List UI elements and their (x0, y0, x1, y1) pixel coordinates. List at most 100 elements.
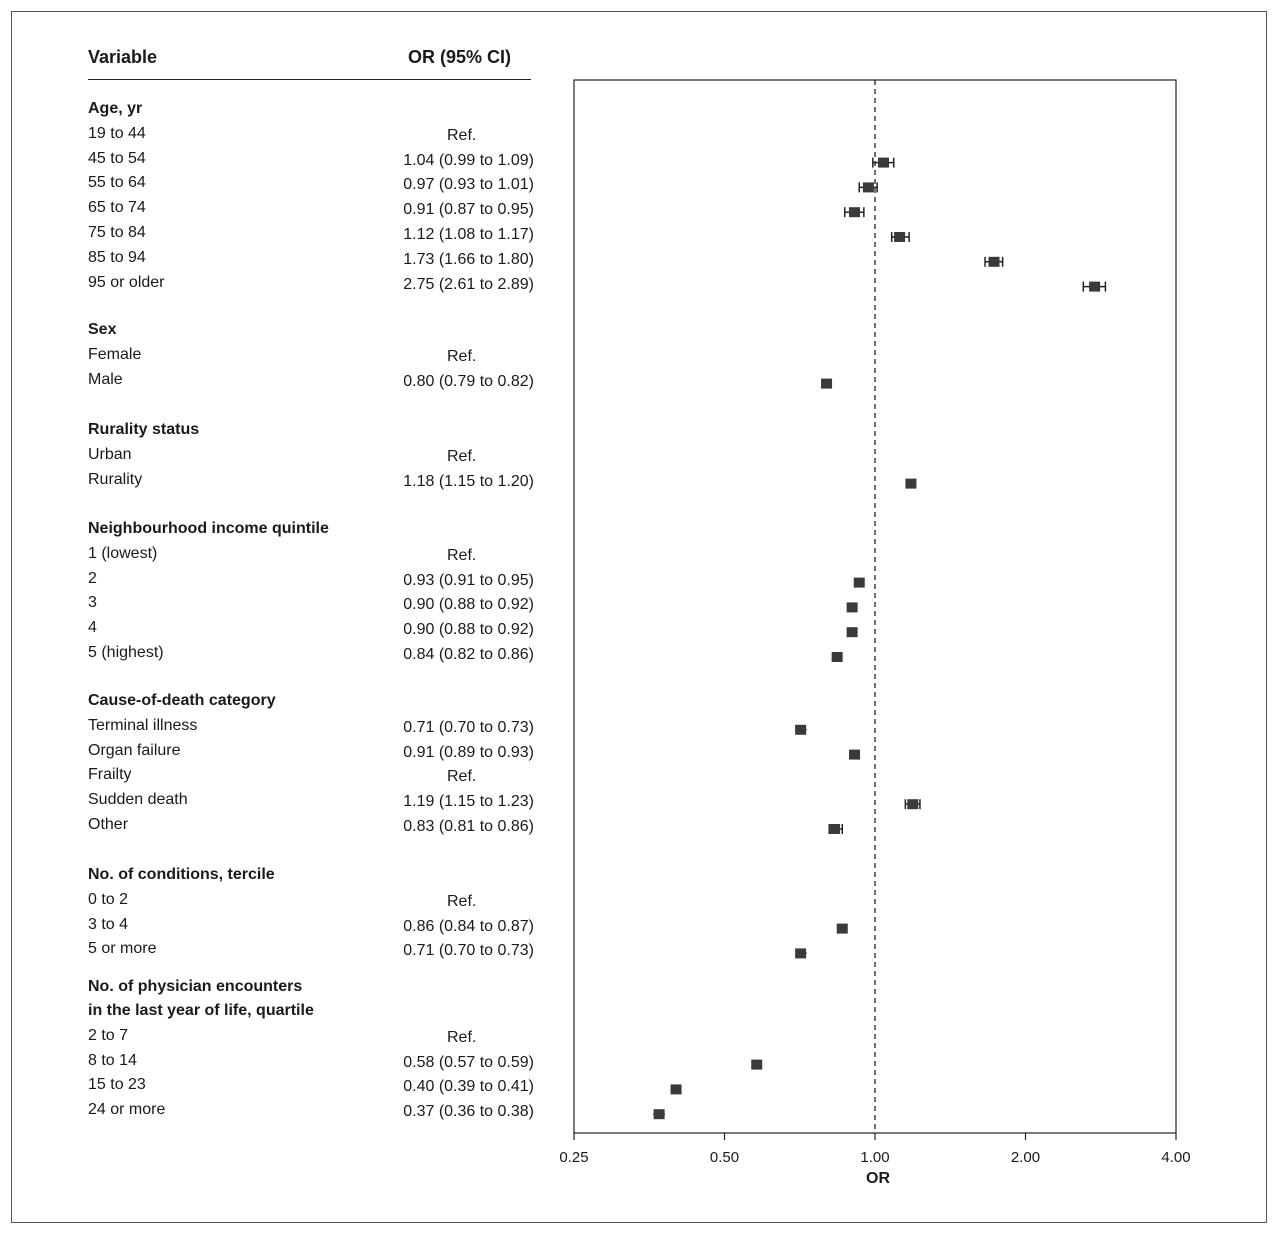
x-tick-label: 1.00 (860, 1149, 889, 1166)
estimate-mark (984, 256, 1004, 267)
or-point (821, 378, 833, 389)
group-label-continued: in the last year of life, quartile (88, 1002, 314, 1019)
group-label: Cause-of-death category (88, 692, 276, 709)
row-label: Organ failure (88, 741, 181, 759)
estimate-mark (858, 182, 878, 193)
or-ci-value: 0.91 (0.89 to 0.93) (403, 743, 534, 761)
reference-marker-text: Ref. (447, 126, 477, 144)
row-label: Male (88, 370, 123, 388)
row-label: 19 to 44 (88, 124, 146, 142)
or-ci-value: 0.71 (0.70 to 0.73) (403, 942, 534, 960)
reference-marker-text: Ref. (447, 347, 477, 365)
row-label: 5 (highest) (88, 644, 164, 661)
row-label: Rurality (88, 470, 143, 488)
row-label: 55 to 64 (88, 174, 146, 192)
x-tick-label: 0.25 (559, 1149, 588, 1166)
or-ci-value: 0.84 (0.82 to 0.86) (403, 646, 534, 663)
or-point (894, 232, 906, 242)
row-label: 45 to 54 (88, 149, 146, 167)
or-point (846, 627, 858, 638)
or-point (670, 1084, 682, 1095)
estimate-mark (890, 232, 910, 242)
row-label: 3 to 4 (88, 915, 129, 933)
x-tick-label: 2.00 (1011, 1149, 1040, 1166)
header-rule (88, 79, 531, 80)
or-ci-value: 0.91 (0.87 to 0.95) (403, 201, 534, 219)
or-ci-value: 0.93 (0.91 to 0.95) (403, 571, 534, 589)
estimate-mark (904, 799, 921, 810)
reference-marker-text: Ref. (447, 768, 477, 786)
estimate-mark (905, 478, 917, 489)
or-ci-value: 0.90 (0.88 to 0.92) (403, 621, 534, 639)
or-ci-value: 0.80 (0.79 to 0.82) (403, 372, 534, 390)
row-label: 5 or more (88, 940, 157, 958)
row-label: 2 (88, 569, 97, 587)
estimate-mark (853, 577, 865, 588)
estimate-mark (1082, 281, 1107, 292)
estimate-mark (849, 749, 861, 760)
or-ci-value: 1.04 (0.99 to 1.09) (403, 151, 534, 169)
or-point (653, 1109, 665, 1120)
or-point (795, 724, 807, 735)
estimate-mark (795, 948, 807, 959)
estimate-mark (846, 602, 858, 613)
row-label: 3 (88, 594, 97, 612)
reference-marker-text: Ref. (447, 892, 477, 910)
or-ci-value: 0.83 (0.81 to 0.86) (403, 818, 534, 835)
or-point (878, 157, 890, 168)
row-label: 0 to 2 (88, 890, 129, 908)
row-label: 4 (88, 619, 97, 637)
row-label: 95 or older (88, 273, 165, 291)
or-ci-value: 0.40 (0.39 to 0.41) (403, 1078, 534, 1096)
or-point (853, 577, 865, 588)
row-label: 24 or more (88, 1101, 166, 1119)
row-label: 85 to 94 (88, 248, 146, 266)
estimate-mark (751, 1059, 763, 1070)
or-ci-value: 0.86 (0.84 to 0.87) (403, 917, 534, 935)
or-point (907, 799, 919, 810)
estimate-mark (872, 157, 895, 168)
or-ci-value: 1.18 (1.15 to 1.20) (403, 472, 534, 490)
or-ci-value: 1.19 (1.15 to 1.23) (403, 793, 534, 811)
or-point (795, 948, 807, 959)
reference-marker-text: Ref. (447, 447, 477, 465)
row-label: Frailty (88, 766, 132, 784)
group-label: No. of conditions, tercile (88, 866, 275, 883)
row-label: Terminal illness (88, 716, 198, 734)
group-label: Age, yr (88, 100, 143, 117)
group-label: Neighbourhood income quintile (88, 520, 329, 537)
or-ci-value: 0.37 (0.36 to 0.38) (403, 1103, 534, 1121)
row-label: 2 to 7 (88, 1026, 129, 1044)
or-point (905, 478, 917, 489)
or-ci-value: 1.12 (1.08 to 1.17) (403, 226, 534, 243)
group-label: Rurality status (88, 421, 200, 438)
row-label: 15 to 23 (88, 1076, 146, 1094)
row-label: Other (88, 816, 129, 833)
figure-frame (11, 11, 1267, 1223)
x-tick-label: 4.00 (1161, 1149, 1190, 1166)
or-ci-value: 0.58 (0.57 to 0.59) (403, 1053, 534, 1071)
or-point (829, 824, 841, 834)
or-ci-value: 0.90 (0.88 to 0.92) (403, 596, 534, 614)
or-point (846, 602, 858, 613)
variable-column-header: Variable (88, 47, 158, 67)
row-label: Female (88, 345, 142, 363)
reference-marker-text: Ref. (447, 546, 477, 564)
or-column-header: OR (95% CI) (408, 47, 512, 67)
or-point (988, 256, 1000, 267)
or-point (862, 182, 874, 193)
group-label: No. of physician encounters (88, 978, 303, 995)
row-label: 75 to 84 (88, 224, 146, 241)
estimate-mark (846, 627, 858, 638)
or-point (849, 749, 861, 760)
estimate-mark (844, 207, 865, 218)
x-tick-label: 0.50 (710, 1149, 739, 1166)
or-ci-value: 0.97 (0.93 to 1.01) (403, 176, 534, 194)
row-label: Urban (88, 445, 132, 463)
or-ci-value: 1.73 (1.66 to 1.80) (403, 250, 534, 268)
estimate-mark (821, 378, 833, 389)
x-axis-label: OR (866, 1170, 890, 1187)
row-label: 65 to 74 (88, 199, 146, 217)
or-point (836, 923, 848, 934)
